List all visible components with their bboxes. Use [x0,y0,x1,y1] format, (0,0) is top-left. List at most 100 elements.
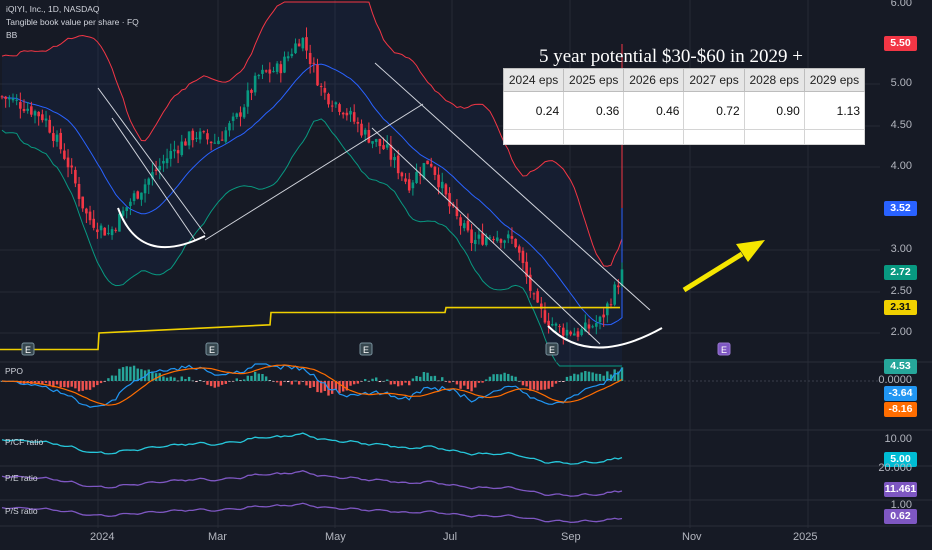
candle [195,131,198,143]
ppo-bar [356,381,360,384]
earnings-marker[interactable]: E [545,342,559,356]
candle [81,196,85,212]
candle [246,82,250,114]
candle [294,38,297,55]
candle [4,95,7,108]
candle [620,262,624,288]
candle [74,166,77,188]
candle [136,190,140,200]
earnings-marker[interactable]: E [717,342,731,356]
ppo-bar [184,379,187,381]
candle [250,88,253,101]
candle [393,153,396,168]
trendline-down-b [371,127,601,345]
ppo-bar [430,376,433,381]
candle [209,141,213,151]
ppo-bar [180,376,183,381]
earnings-marker[interactable]: E [21,342,35,356]
ppo-bar [195,381,198,383]
price-tick: 6.00 [890,0,912,9]
ppo-bar [345,381,349,391]
candle [0,95,4,100]
ppo-signal-line [1,364,623,406]
earnings-marker[interactable]: E [359,342,373,356]
ppo-bar [316,381,319,393]
candle [140,192,143,206]
eps-header-row: 2024 eps 2025 eps 2026 eps 2027 eps 2028… [502,68,866,92]
ppo-bar [386,379,389,381]
candle [503,239,506,249]
candle [396,149,400,180]
candle [349,107,352,122]
candle [400,171,404,181]
bb-upper-badge: 5.50 [884,36,917,51]
candle [415,163,418,184]
candle [132,190,136,205]
ppo-bar [408,381,411,386]
candle [11,93,15,103]
ppo-bar [290,381,294,385]
candle [316,58,319,87]
candle [330,100,334,112]
candle [492,236,495,244]
pcf-label: P/CF ratio [5,437,44,447]
price-tick: 3.00 [890,243,912,255]
ppo-bar [470,381,473,392]
ps-badge: 0.62 [884,509,917,524]
ppo-bar [378,381,382,383]
ppo-bar [620,367,624,381]
bollinger-lower-line [1,118,622,367]
candle [268,62,272,83]
candle [275,61,279,75]
ppo-bar [319,381,323,393]
ppo-bar [140,369,143,381]
ppo-bar [228,381,231,382]
candle [253,72,257,96]
potential-headline: 5 year potential $30-$60 in 2029 + [539,46,803,67]
candle [525,252,528,284]
ppo-bar [433,375,437,381]
ppo-bar [176,380,180,382]
up-arrow [682,240,765,293]
ppo-bar [239,380,242,381]
candle [297,38,301,47]
ppo-bar [81,381,84,391]
ppo-bar [510,375,514,381]
candle [92,210,96,231]
ppo-bar [569,375,572,381]
candle [77,176,81,207]
earnings-marker[interactable]: E [205,342,219,356]
candle [426,160,429,165]
ppo-line-badge: -3.64 [884,386,917,401]
eps-table: 2024 eps 2025 eps 2026 eps 2027 eps 2028… [502,68,866,145]
candle [264,69,268,73]
candle [162,154,165,172]
candle [448,187,451,214]
candle [55,130,59,147]
candle [70,158,74,175]
candle [429,157,433,168]
candle [224,126,228,144]
ppo-bar [400,381,404,386]
candle [312,57,316,73]
pane-separators [0,361,932,527]
ppo-bar [99,381,103,384]
candle [338,102,341,116]
candle [114,227,118,233]
ppo-bar [485,379,488,381]
ppo-bar [77,381,81,392]
ppo-signal-badge: -8.16 [884,402,917,417]
svg-text:E: E [25,345,31,355]
candle [580,327,583,337]
candle [257,73,261,80]
eps-header: 2028 eps [743,68,805,92]
ppo-bar [74,381,77,389]
eps-header: 2024 eps [502,68,565,92]
candle [239,106,242,127]
candle [30,101,33,118]
ppo-bar [602,375,605,381]
eps-header: 2027 eps [683,68,745,92]
candle [371,141,374,149]
ppo-bar [496,374,499,381]
